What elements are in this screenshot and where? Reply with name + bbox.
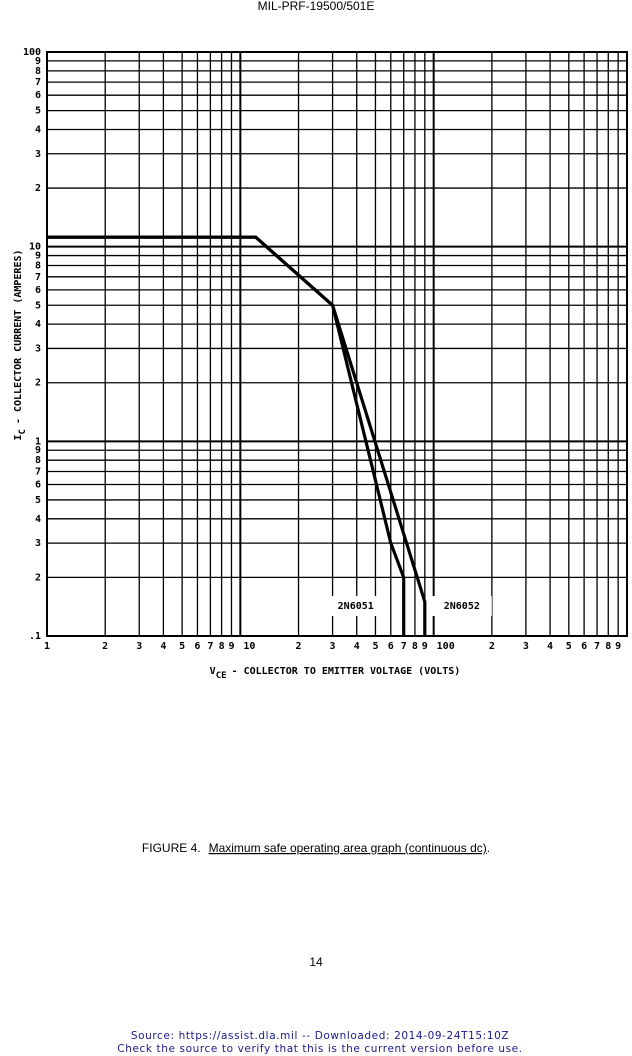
y-tick-label: 9 xyxy=(35,56,41,67)
y-tick-label: 1 xyxy=(35,436,41,447)
caption-end: . xyxy=(487,841,490,855)
x-tick-label: 9 xyxy=(422,641,428,652)
x-tick-label: 5 xyxy=(179,641,185,652)
y-tick-label: 3 xyxy=(35,538,41,549)
y-tick-label: 5 xyxy=(35,300,41,311)
source-line: Check the source to verify that this is … xyxy=(117,1043,522,1055)
y-tick-label: 7 xyxy=(35,466,41,477)
x-tick-label: 4 xyxy=(160,641,166,652)
y-tick-label: 7 xyxy=(35,272,41,283)
y-tick-label: 2 xyxy=(35,378,41,389)
y-tick-label: 6 xyxy=(35,480,41,491)
x-tick-label: 3 xyxy=(136,641,142,652)
y-tick-label: 2 xyxy=(35,183,41,194)
x-tick-label: 6 xyxy=(388,641,394,652)
x-tick-label: 2 xyxy=(102,641,108,652)
x-tick-label: 6 xyxy=(581,641,587,652)
y-tick-label: 5 xyxy=(35,495,41,506)
x-tick-label: 2 xyxy=(489,641,495,652)
y-label-text: - COLLECTOR CURRENT (AMPERES) xyxy=(13,249,24,424)
y-tick-label: 10 xyxy=(29,242,41,253)
source-line: Source: https://assist.dla.mil -- Downlo… xyxy=(131,1030,509,1042)
y-tick-label: 4 xyxy=(35,124,41,135)
y-tick-label: 2 xyxy=(35,572,41,583)
y-tick-label: 8 xyxy=(35,66,41,77)
x-tick-label: 8 xyxy=(605,641,611,652)
y-tick-label: 5 xyxy=(35,106,41,117)
x-tick-label: 100 xyxy=(437,641,455,652)
x-tick-label: 7 xyxy=(401,641,407,652)
y-tick-label: 6 xyxy=(35,90,41,101)
x-tick-label: 5 xyxy=(372,641,378,652)
y-tick-label: 8 xyxy=(35,455,41,466)
x-tick-label: 2 xyxy=(296,641,302,652)
header: MIL-PRF-19500/501E xyxy=(258,0,375,13)
y-tick-label: 9 xyxy=(35,251,41,262)
x-tick-label: 8 xyxy=(412,641,418,652)
x-tick-label: 3 xyxy=(330,641,336,652)
y-tick-label: 7 xyxy=(35,77,41,88)
y-label-subscript: C xyxy=(18,429,28,434)
y-axis-label: IC - COLLECTOR CURRENT (AMPERES) xyxy=(13,249,28,440)
y-label-symbol: I xyxy=(13,435,24,441)
caption-text: Maximum safe operating area graph (conti… xyxy=(209,841,487,855)
x-label-symbol: V xyxy=(210,666,216,677)
x-tick-label: 1 xyxy=(44,641,50,652)
series-label: 2N6052 xyxy=(444,601,480,612)
x-tick-label: 5 xyxy=(566,641,572,652)
series-label-box xyxy=(325,596,386,616)
y-tick-label: 6 xyxy=(35,285,41,296)
page-number: 14 xyxy=(309,955,323,969)
y-tick-label: 8 xyxy=(35,261,41,272)
y-tick-label: 100 xyxy=(23,47,41,58)
x-label-text: - COLLECTOR TO EMITTER VOLTAGE (VOLTS) xyxy=(232,666,461,677)
y-tick-label: 9 xyxy=(35,445,41,456)
x-tick-label: 6 xyxy=(194,641,200,652)
y-tick-label: 4 xyxy=(35,319,41,330)
plot-frame xyxy=(46,51,628,637)
series-label-box xyxy=(431,596,492,616)
x-tick-label: 3 xyxy=(523,641,529,652)
series-line xyxy=(47,235,427,636)
caption: FIGURE 4. Maximum safe operating area gra… xyxy=(142,841,490,855)
x-tick-label: 4 xyxy=(547,641,553,652)
x-tick-label: 4 xyxy=(354,641,360,652)
x-tick-label: 7 xyxy=(207,641,213,652)
series-label: 2N6051 xyxy=(338,601,374,612)
x-tick-label: 9 xyxy=(615,641,621,652)
x-axis-label: VCE - COLLECTOR TO EMITTER VOLTAGE (VOLTS… xyxy=(210,666,461,681)
y-tick-label: .1 xyxy=(29,631,41,642)
x-tick-label: 10 xyxy=(243,641,255,652)
x-tick-label: 8 xyxy=(219,641,225,652)
y-tick-label: 3 xyxy=(35,149,41,160)
y-tick-label: 3 xyxy=(35,343,41,354)
x-label-subscript: CE xyxy=(216,671,227,681)
series-line xyxy=(47,235,406,636)
x-tick-label: 9 xyxy=(228,641,234,652)
y-tick-label: 4 xyxy=(35,514,41,525)
caption-label: FIGURE 4. xyxy=(142,841,201,855)
x-tick-label: 7 xyxy=(594,641,600,652)
